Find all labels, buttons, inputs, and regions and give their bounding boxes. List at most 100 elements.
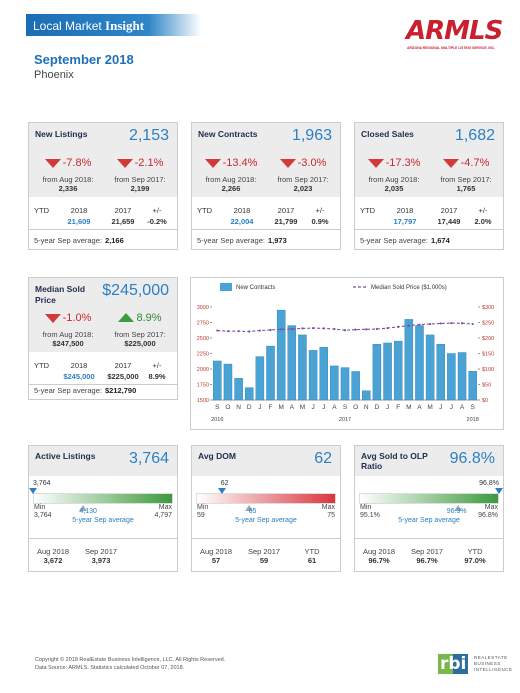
history-label: Sep 2017 — [247, 547, 281, 556]
arrow-shape — [116, 159, 133, 168]
x-tick-label: O — [225, 404, 230, 411]
y-tick-label: 2000 — [197, 367, 209, 373]
bar — [436, 343, 446, 401]
arrow-down — [204, 159, 221, 168]
gauge-card: Avg DOM 62 62 65 5-year Sep average Min 59 Max 7… — [191, 445, 341, 572]
line-point — [386, 326, 389, 330]
change: -13.4% — [196, 157, 266, 169]
line-point — [333, 327, 336, 331]
stat-card: New Listings 2,153 -7.8% from Aug 2018: 2,33… — [28, 122, 178, 250]
x-tick-label: M — [427, 404, 432, 411]
arrow-down — [442, 159, 459, 168]
arrow-shape — [204, 159, 221, 168]
line-point — [450, 322, 453, 325]
arrow-down — [44, 159, 61, 168]
ytd-value: 21,799 — [274, 217, 298, 226]
ytd-value: -0.2% — [147, 217, 167, 226]
history-box — [29, 538, 177, 539]
ytd-value: $225,000 — [107, 372, 139, 381]
history-value: 61 — [307, 556, 317, 565]
arrow-down — [279, 159, 296, 168]
history-box — [192, 538, 340, 539]
current-marker — [218, 488, 227, 494]
arrow-shape — [44, 159, 61, 168]
line-point — [290, 327, 293, 331]
chart: 1500 1750 2000 2250 2500 2750 3000 $0 $50 $100 $15… — [190, 277, 504, 430]
ytd-header: YTD — [197, 206, 212, 215]
bar — [372, 343, 382, 401]
max-value: 75 — [327, 512, 335, 519]
bar — [319, 347, 328, 401]
card-top — [192, 446, 340, 476]
card-title: New Listings — [35, 129, 88, 139]
year-label: 2016 — [211, 417, 223, 423]
history-label: Aug 2018 — [362, 547, 396, 556]
arrow-down — [116, 159, 133, 168]
history-label: Aug 2018 — [36, 547, 70, 556]
ytd-value: 22,004 — [230, 217, 254, 226]
year-label: 2017 — [339, 417, 351, 423]
arrow-shape — [279, 159, 296, 168]
line-point — [216, 329, 219, 332]
brand-text: Local Market — [33, 19, 102, 33]
bar — [287, 325, 297, 401]
card-value: $245,000 — [102, 282, 169, 299]
average-label: 5-year Sep average — [235, 517, 297, 524]
logo-line: BUSINESS — [474, 661, 501, 666]
bar — [213, 360, 222, 401]
divider — [192, 229, 340, 230]
change-base: 2,035 — [384, 184, 404, 193]
line-point — [258, 329, 261, 332]
change: -4.7% — [431, 157, 501, 169]
change-value: -4.7% — [460, 157, 490, 169]
average-label: 5-year Sep average — [72, 517, 134, 524]
x-tick-label: J — [450, 404, 453, 411]
line-point — [365, 328, 368, 331]
bar — [330, 365, 339, 401]
history-value: 96.7% — [416, 556, 438, 565]
x-tick-label: A — [332, 404, 337, 411]
x-tick-label: M — [300, 404, 305, 411]
gauge-card: Active Listings 3,764 3,764 4,130 5-year Sep… — [28, 445, 178, 572]
divider — [29, 229, 177, 230]
change-value: -13.4% — [222, 157, 258, 169]
bar — [362, 390, 371, 401]
ytd-header: 2017 — [440, 206, 458, 215]
change: -7.8% — [33, 157, 103, 169]
legend-label: Median Sold Price ($1,000s) — [371, 285, 447, 291]
change: -2.1% — [105, 157, 175, 169]
bar — [404, 319, 414, 401]
average-marker — [78, 505, 87, 511]
history-label: YTD — [304, 547, 320, 556]
ytd-header: YTD — [34, 361, 49, 370]
ytd-header: 2018 — [70, 361, 88, 370]
bar — [255, 356, 265, 401]
line-point — [460, 322, 464, 325]
x-tick-label: J — [311, 404, 314, 411]
brand-emphasis: Insight — [105, 18, 145, 33]
change-value: -1.0% — [62, 312, 92, 324]
average-marker — [453, 505, 462, 511]
average-value: 1,973 — [267, 236, 287, 245]
x-tick-label: F — [396, 404, 400, 411]
history-label: Sep 2017 — [84, 547, 118, 556]
average-marker — [244, 505, 253, 511]
ytd-header: +/- — [152, 361, 162, 370]
y2-tick-label: $300 — [482, 305, 494, 311]
change-label: from Sep 2017: — [440, 175, 492, 184]
history-label: Sep 2017 — [410, 547, 444, 556]
line-point — [471, 322, 474, 326]
change-base: $225,000 — [124, 339, 156, 348]
average-label: 5-year Sep average: — [34, 236, 102, 245]
average: 5-year Sep average: $212,790 — [34, 386, 136, 395]
bar — [468, 371, 477, 401]
line-point — [280, 328, 283, 331]
max-label: Max — [321, 504, 335, 511]
arrow-shape — [44, 314, 61, 323]
x-tick-label: J — [322, 404, 325, 411]
min-value: 95.1% — [360, 512, 380, 519]
min-label: Min — [34, 504, 46, 511]
min-label: Min — [360, 504, 372, 511]
change-label: from Aug 2018: — [368, 175, 420, 184]
max-value: 96.8% — [478, 512, 498, 519]
